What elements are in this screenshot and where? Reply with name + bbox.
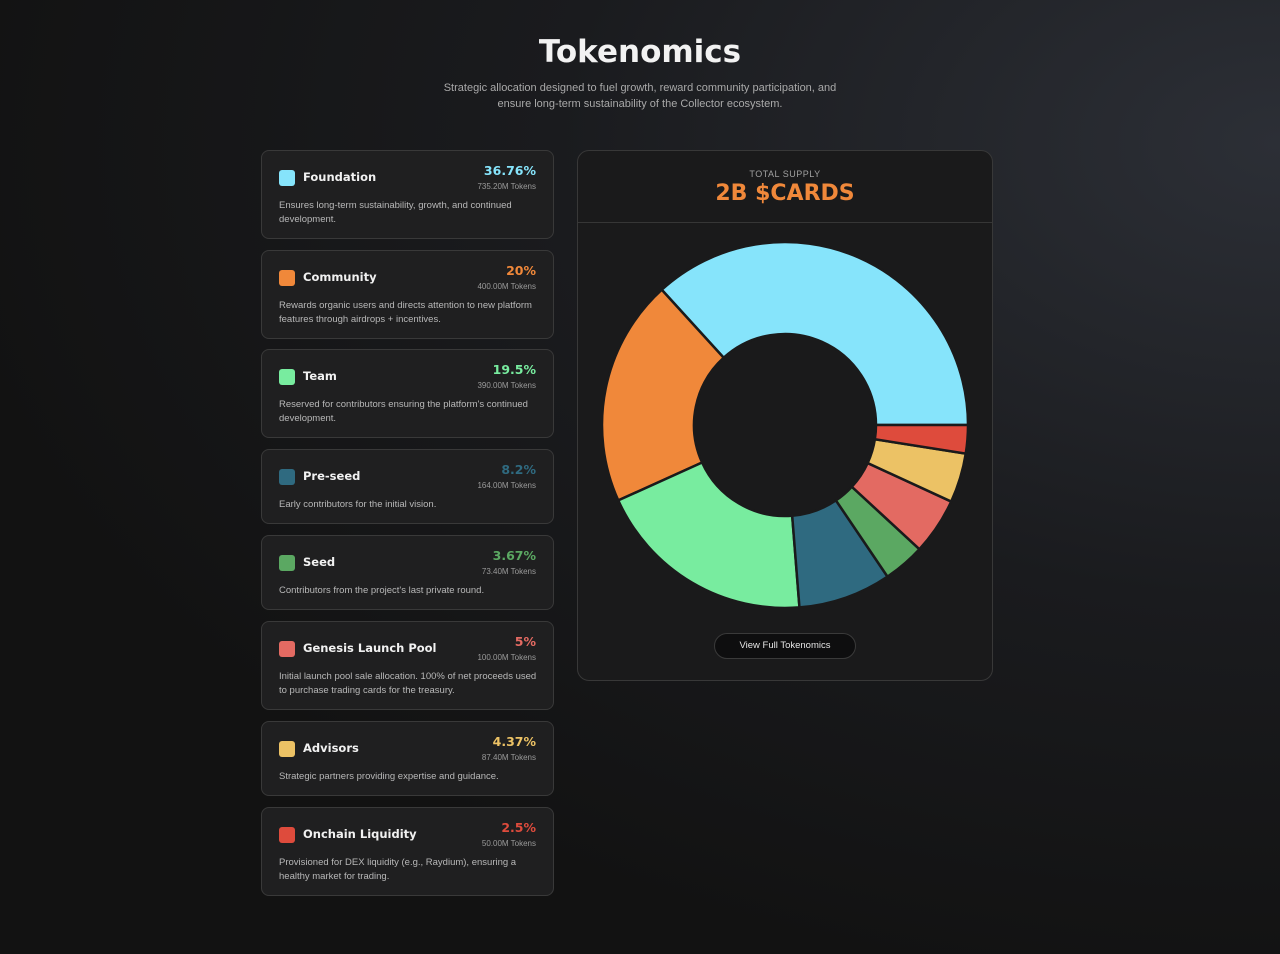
donut-slice-community xyxy=(600,287,726,503)
page-subtitle: Strategic allocation designed to fuel gr… xyxy=(443,82,837,110)
allocation-description: Ensures long-term sustainability, growth… xyxy=(279,200,512,225)
color-swatch xyxy=(279,641,295,657)
supply-panel: TOTAL SUPPLY 2B $CARDS View Full Tokenom… xyxy=(577,150,993,681)
total-supply-value: 2B $CARDS xyxy=(715,181,855,206)
allocation-tokens: 390.00M Tokens xyxy=(477,381,536,390)
allocation-description: Contributors from the project's last pri… xyxy=(279,585,485,596)
color-swatch xyxy=(279,741,295,757)
view-full-tokenomics-button[interactable]: View Full Tokenomics xyxy=(714,633,856,659)
allocation-percent: 5% xyxy=(514,634,536,649)
allocation-card-foundation: Foundation 36.76% 735.20M Tokens Ensures… xyxy=(261,150,554,239)
allocation-name: Pre-seed xyxy=(303,469,361,483)
allocation-name: Foundation xyxy=(303,170,377,184)
allocation-percent: 3.67% xyxy=(492,548,536,563)
allocation-donut-chart xyxy=(600,240,970,610)
allocation-description: Rewards organic users and directs attent… xyxy=(279,300,532,325)
color-swatch xyxy=(279,170,295,186)
allocation-description: Provisioned for DEX liquidity (e.g., Ray… xyxy=(279,857,517,882)
color-swatch xyxy=(279,555,295,571)
allocation-card-seed: Seed 3.67% 73.40M Tokens Contributors fr… xyxy=(261,535,554,610)
allocation-percent: 19.5% xyxy=(492,362,536,377)
donut-slice-team xyxy=(616,460,801,610)
allocation-percent: 36.76% xyxy=(483,163,536,178)
allocation-name: Advisors xyxy=(303,741,359,755)
allocation-tokens: 50.00M Tokens xyxy=(481,839,536,848)
allocation-name: Genesis Launch Pool xyxy=(303,641,437,655)
allocation-percent: 2.5% xyxy=(501,820,536,835)
donut-slice-onchain-liquidity xyxy=(873,423,970,456)
allocation-card-onchain-liquidity: Onchain Liquidity 2.5% 50.00M Tokens Pro… xyxy=(261,807,554,896)
allocation-name: Community xyxy=(303,270,377,284)
allocation-card-pre-seed: Pre-seed 8.2% 164.00M Tokens Early contr… xyxy=(261,449,554,524)
allocation-name: Seed xyxy=(303,555,336,569)
color-swatch xyxy=(279,270,295,286)
allocation-name: Team xyxy=(303,369,337,383)
allocation-tokens: 100.00M Tokens xyxy=(477,653,536,662)
header: Tokenomics Strategic allocation designed… xyxy=(0,34,1280,112)
allocation-card-genesis-launch-pool: Genesis Launch Pool 5% 100.00M Tokens In… xyxy=(261,621,554,710)
allocation-name: Onchain Liquidity xyxy=(303,827,417,841)
allocation-percent: 20% xyxy=(506,263,536,278)
allocation-description: Early contributors for the initial visio… xyxy=(279,499,437,510)
allocation-tokens: 735.20M Tokens xyxy=(477,182,536,191)
donut-slice-foundation xyxy=(659,240,970,427)
allocation-percent: 4.37% xyxy=(492,734,536,749)
color-swatch xyxy=(279,827,295,843)
page-title: Tokenomics xyxy=(538,34,742,70)
divider xyxy=(578,222,992,223)
allocation-tokens: 73.40M Tokens xyxy=(481,567,536,576)
allocation-description: Reserved for contributors ensuring the p… xyxy=(279,399,528,424)
allocation-card-team: Team 19.5% 390.00M Tokens Reserved for c… xyxy=(261,349,554,438)
allocation-card-community: Community 20% 400.00M Tokens Rewards org… xyxy=(261,250,554,339)
allocation-tokens: 164.00M Tokens xyxy=(477,481,536,490)
color-swatch xyxy=(279,369,295,385)
allocation-percent: 8.2% xyxy=(501,462,536,477)
allocation-description: Initial launch pool sale allocation. 100… xyxy=(279,671,537,696)
allocation-tokens: 400.00M Tokens xyxy=(477,282,536,291)
allocation-card-advisors: Advisors 4.37% 87.40M Tokens Strategic p… xyxy=(261,721,554,796)
total-supply-label: TOTAL SUPPLY xyxy=(749,169,821,179)
allocation-tokens: 87.40M Tokens xyxy=(481,753,536,762)
color-swatch xyxy=(279,469,295,485)
allocation-description: Strategic partners providing expertise a… xyxy=(279,771,499,782)
